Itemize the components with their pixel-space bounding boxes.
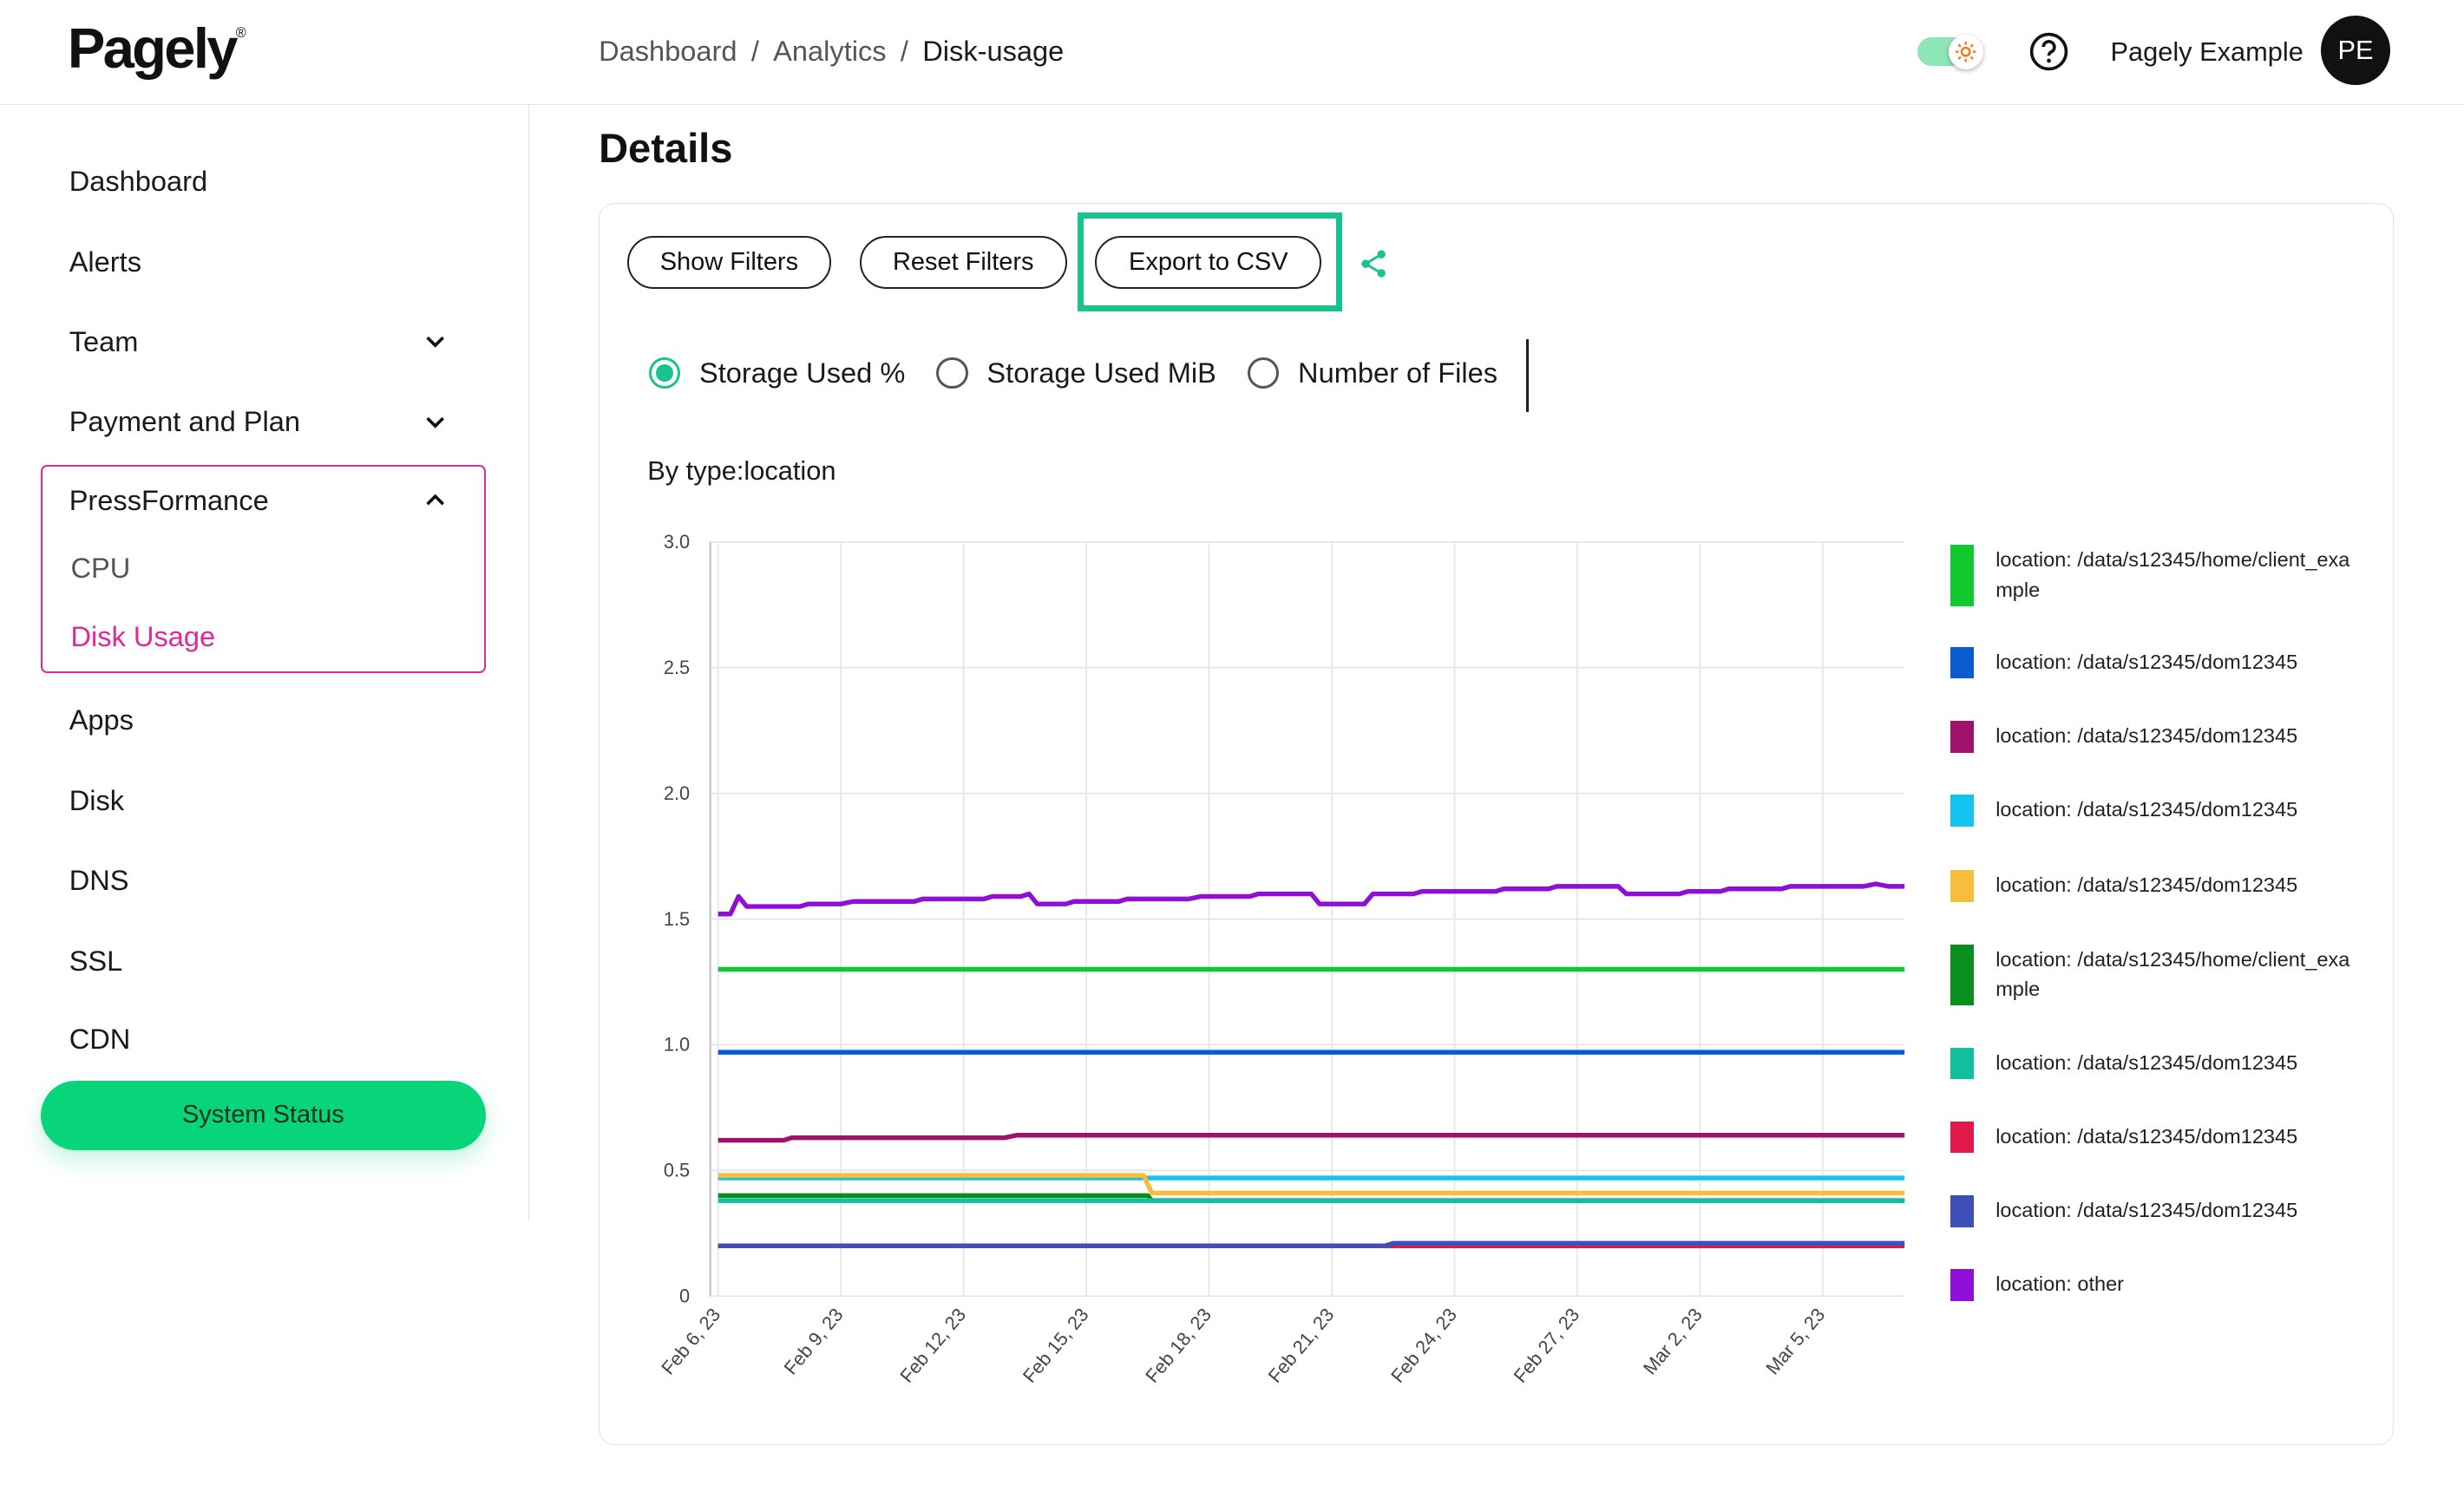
legend-label: location: /data/s12345/dom12345 (1995, 1199, 2298, 1222)
sidebar-item-ssl[interactable]: SSL (69, 944, 123, 977)
page-title: Details (599, 125, 733, 172)
sidebar: Dashboard Alerts Team Payment and Plan P… (0, 105, 529, 1221)
y-tick-label: 3.0 (664, 531, 690, 553)
x-tick-label: Feb 24, 23 (1386, 1304, 1461, 1387)
legend-swatch (1950, 647, 1974, 679)
legend-label: location: /data/s12345/dom12345 (1995, 651, 2298, 674)
sidebar-item-disk[interactable]: Disk (69, 783, 125, 816)
chevron-down-icon (426, 416, 445, 428)
legend-item[interactable]: location: other (1950, 1269, 2359, 1301)
x-tick-label: Feb 21, 23 (1264, 1304, 1339, 1387)
sidebar-item-cdn[interactable]: CDN (69, 1023, 131, 1056)
legend-label: location: /data/s12345/dom12345 (1995, 798, 2298, 821)
legend-item[interactable]: location: /data/s12345/dom12345 (1950, 795, 2359, 827)
legend-swatch (1950, 721, 1974, 753)
legend-item[interactable]: location: /data/s12345/dom12345 (1950, 721, 2359, 753)
legend-label: location: /data/s12345/dom12345 (1995, 1051, 2298, 1075)
sidebar-item-disk-usage[interactable]: Disk Usage (70, 620, 216, 653)
legend-swatch (1950, 944, 1974, 1006)
sidebar-item-payment[interactable]: Payment and Plan (69, 405, 447, 438)
sidebar-item-dns[interactable]: DNS (69, 864, 129, 897)
y-tick-label: 0.5 (664, 1160, 690, 1181)
radio-unselected-icon (1248, 357, 1280, 389)
reset-filters-button[interactable]: Reset Filters (859, 235, 1067, 290)
series-line-3 (718, 1133, 1905, 1143)
theme-toggle[interactable] (1917, 34, 1983, 69)
series-line-5 (718, 1173, 1905, 1196)
radio-unselected-icon (936, 357, 968, 389)
y-tick-label: 1.0 (664, 1034, 690, 1056)
export-highlight (1078, 212, 1342, 311)
chevron-up-icon (426, 494, 445, 506)
y-tick-label: 0 (679, 1285, 690, 1306)
x-tick-label: Feb 15, 23 (1019, 1304, 1093, 1387)
legend-label: location: /data/s12345/home/client_examp… (1995, 548, 2350, 601)
breadcrumb: Dashboard / Analytics / Disk-usage (599, 34, 1065, 67)
legend-swatch (1950, 1048, 1974, 1080)
share-icon[interactable] (1358, 248, 1389, 279)
x-tick-label: Feb 27, 23 (1509, 1304, 1583, 1387)
legend-item[interactable]: location: /data/s12345/dom12345 (1950, 870, 2359, 902)
sidebar-item-apps[interactable]: Apps (69, 703, 134, 736)
chevron-down-icon (426, 337, 445, 348)
legend-swatch (1950, 1122, 1974, 1154)
legend-item[interactable]: location: /data/s12345/dom12345 (1950, 1122, 2359, 1154)
avatar[interactable]: PE (2321, 16, 2390, 85)
user-name[interactable]: Pagely Example (2110, 36, 2303, 67)
x-tick-label: Mar 2, 23 (1639, 1304, 1707, 1378)
breadcrumb-dashboard[interactable]: Dashboard (599, 34, 737, 67)
radio-storage-percent[interactable]: Storage Used % (649, 357, 905, 389)
x-tick-label: Feb 12, 23 (895, 1304, 970, 1387)
sidebar-item-alerts[interactable]: Alerts (69, 245, 142, 278)
details-card (599, 202, 2394, 1446)
legend-label: location: /data/s12345/dom12345 (1995, 873, 2298, 897)
legend-swatch (1950, 545, 1974, 607)
legend-item[interactable]: location: /data/s12345/dom12345 (1950, 1195, 2359, 1227)
radio-selected-icon (649, 357, 681, 389)
text-cursor (1525, 339, 1530, 412)
top-header: Pagely® Dashboard / Analytics / Disk-usage P… (0, 0, 2464, 105)
system-status-button[interactable]: System Status (41, 1081, 486, 1150)
legend-label: location: /data/s12345/dom12345 (1995, 724, 2298, 748)
legend-item[interactable]: location: /data/s12345/home/client_examp… (1950, 545, 2359, 607)
legend-swatch (1950, 1195, 1974, 1227)
x-tick-label: Mar 5, 23 (1761, 1304, 1829, 1378)
legend-swatch (1950, 1269, 1974, 1301)
sidebar-item-pressformance[interactable]: PressFormance (69, 484, 447, 517)
x-tick-label: Feb 18, 23 (1141, 1304, 1216, 1387)
export-csv-button[interactable]: Export to CSV (1095, 235, 1322, 290)
breadcrumb-disk-usage: Disk-usage (922, 34, 1065, 67)
sidebar-item-team[interactable]: Team (69, 325, 447, 358)
pressformance-group (41, 465, 487, 673)
legend-item[interactable]: location: /data/s12345/home/client_examp… (1950, 944, 2359, 1006)
y-tick-label: 2.0 (664, 782, 690, 804)
radio-number-of-files[interactable]: Number of Files (1248, 357, 1497, 389)
legend-label: location: /data/s12345/home/client_examp… (1995, 947, 2350, 1000)
radio-storage-mib[interactable]: Storage Used MiB (936, 357, 1216, 389)
y-tick-label: 2.5 (664, 657, 690, 678)
show-filters-button[interactable]: Show Filters (626, 235, 832, 290)
chart-title: By type:location (647, 455, 836, 487)
x-tick-label: Feb 6, 23 (657, 1304, 724, 1378)
breadcrumb-analytics[interactable]: Analytics (773, 34, 887, 67)
legend-item[interactable]: location: /data/s12345/dom12345 (1950, 1048, 2359, 1080)
x-tick-label: Feb 9, 23 (779, 1304, 847, 1378)
sidebar-item-dashboard[interactable]: Dashboard (69, 165, 208, 198)
legend-label: location: /data/s12345/dom12345 (1995, 1125, 2298, 1148)
series-line-9 (718, 1240, 1905, 1248)
legend-item[interactable]: location: /data/s12345/dom12345 (1950, 647, 2359, 679)
legend-swatch (1950, 795, 1974, 827)
pagely-logo[interactable]: Pagely® (67, 16, 246, 81)
legend-label: location: other (1995, 1272, 2125, 1296)
legend-swatch (1950, 870, 1974, 902)
series-line-10 (718, 881, 1905, 917)
y-tick-label: 1.5 (664, 908, 690, 930)
sun-icon (1948, 34, 1983, 69)
help-icon[interactable] (2028, 31, 2069, 72)
sidebar-item-cpu[interactable]: CPU (70, 551, 131, 584)
